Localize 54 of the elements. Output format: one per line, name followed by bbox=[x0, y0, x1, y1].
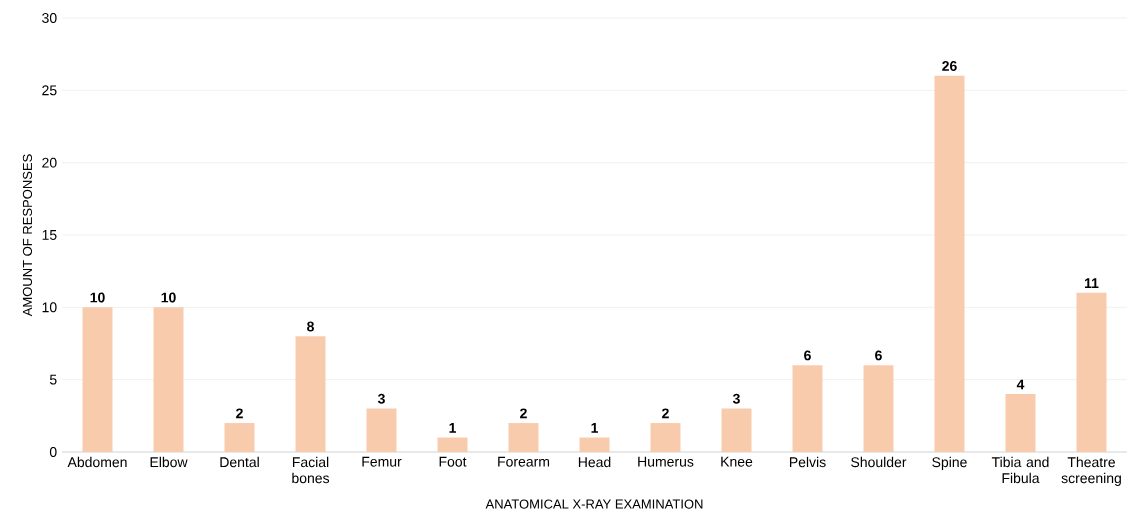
bar bbox=[224, 423, 255, 452]
x-tick-label: Knee bbox=[721, 456, 753, 467]
y-tick-label: 15 bbox=[42, 230, 57, 240]
x-tick-label: Humerus bbox=[638, 456, 694, 467]
bar bbox=[1076, 292, 1107, 452]
data-label: 10 bbox=[90, 292, 105, 303]
data-label: 2 bbox=[662, 408, 669, 419]
data-label: 26 bbox=[942, 61, 957, 71]
bar bbox=[1005, 394, 1036, 452]
bar bbox=[934, 75, 965, 452]
data-label: 2 bbox=[520, 408, 527, 419]
data-label: 2 bbox=[236, 408, 243, 419]
bar bbox=[153, 307, 184, 452]
data-label: 11 bbox=[1084, 278, 1099, 288]
bar bbox=[650, 423, 681, 452]
x-tick-label: Head bbox=[578, 456, 611, 468]
x-tick-label: Elbow bbox=[150, 456, 188, 468]
x-tick-label: Facial bones bbox=[292, 456, 330, 484]
bar bbox=[508, 423, 539, 452]
data-label: 6 bbox=[804, 350, 811, 361]
bar bbox=[721, 408, 752, 452]
x-tick-label: Dental bbox=[220, 456, 259, 468]
x-tick-label: Theatre screening bbox=[1061, 456, 1121, 486]
x-tick-label: Foot bbox=[439, 456, 467, 467]
data-label: 10 bbox=[161, 292, 176, 303]
bar bbox=[792, 365, 823, 452]
y-tick-label: 0 bbox=[49, 447, 57, 457]
data-label: 1 bbox=[591, 423, 599, 433]
bar bbox=[863, 365, 894, 452]
x-axis-title: ANATOMICAL X-RAY EXAMINATION bbox=[485, 499, 703, 509]
x-tick-label: Spine bbox=[932, 456, 967, 470]
data-label: 4 bbox=[1016, 379, 1025, 390]
x-tick-label: Shoulder bbox=[851, 456, 907, 468]
x-tick-label: Forearm bbox=[498, 456, 550, 467]
bar bbox=[579, 437, 610, 452]
bar bbox=[82, 307, 113, 452]
data-label: 8 bbox=[307, 321, 314, 332]
x-tick-label: Pelvis bbox=[789, 456, 826, 468]
y-tick-label: 25 bbox=[42, 85, 57, 96]
y-tick-label: 20 bbox=[42, 157, 57, 168]
x-tick-label: Abdomen bbox=[67, 456, 127, 468]
data-label: 3 bbox=[377, 393, 385, 404]
y-tick-label: 30 bbox=[42, 13, 57, 23]
data-label: 3 bbox=[732, 393, 740, 404]
data-label: 1 bbox=[449, 423, 457, 433]
bar bbox=[437, 437, 468, 452]
bar bbox=[295, 336, 326, 452]
y-axis-title: AMOUNT OF RESPONSES bbox=[22, 154, 33, 317]
x-tick-label: Tibia and Fibula bbox=[991, 456, 1049, 484]
y-tick-label: 5 bbox=[49, 374, 57, 385]
bar bbox=[366, 408, 397, 452]
data-label: 6 bbox=[875, 350, 882, 361]
y-tick-label: 10 bbox=[42, 302, 57, 313]
x-tick-label: Femur bbox=[362, 456, 402, 467]
